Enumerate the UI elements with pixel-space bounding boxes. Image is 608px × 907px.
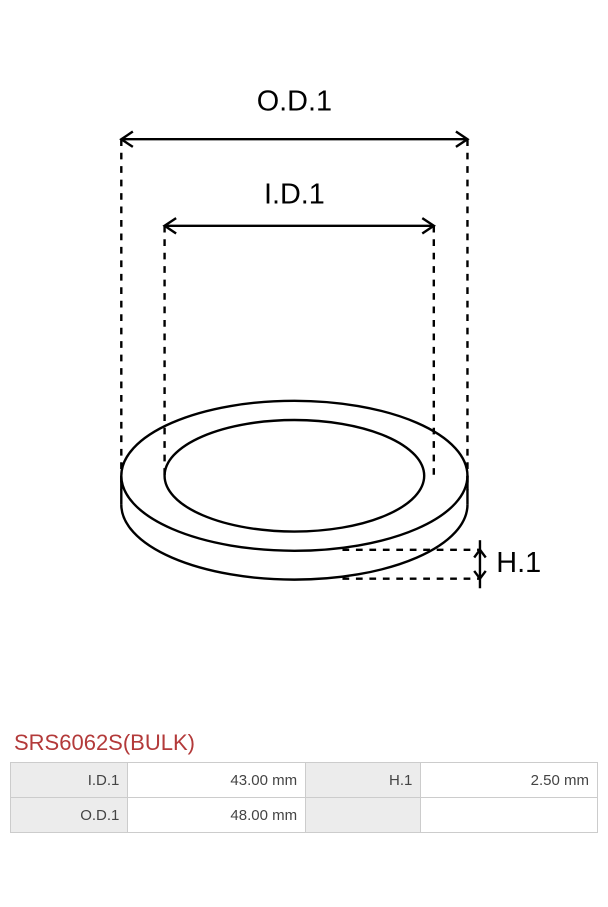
id-dimension [165, 218, 434, 481]
dim-value: 2.50 mm [421, 763, 598, 798]
dim-label [306, 798, 421, 833]
ring-diagram: O.D.1 I.D.1 [54, 50, 554, 690]
table-row: O.D.1 48.00 mm [11, 798, 598, 833]
h-dimension [342, 540, 485, 588]
h-label: H.1 [496, 547, 541, 579]
dimensions-table: I.D.1 43.00 mm H.1 2.50 mm O.D.1 48.00 m… [10, 762, 598, 833]
table-row: I.D.1 43.00 mm H.1 2.50 mm [11, 763, 598, 798]
od-label: O.D.1 [257, 85, 332, 117]
dim-value: 43.00 mm [128, 763, 306, 798]
dim-value [421, 798, 598, 833]
dim-label: I.D.1 [11, 763, 128, 798]
dim-label: H.1 [306, 763, 421, 798]
dim-value: 48.00 mm [128, 798, 306, 833]
dim-label: O.D.1 [11, 798, 128, 833]
ring [121, 401, 467, 580]
id-label: I.D.1 [264, 179, 325, 211]
page: O.D.1 I.D.1 [0, 0, 608, 843]
diagram-container: O.D.1 I.D.1 [10, 50, 598, 690]
sku-title: SRS6062S(BULK) [14, 730, 598, 756]
